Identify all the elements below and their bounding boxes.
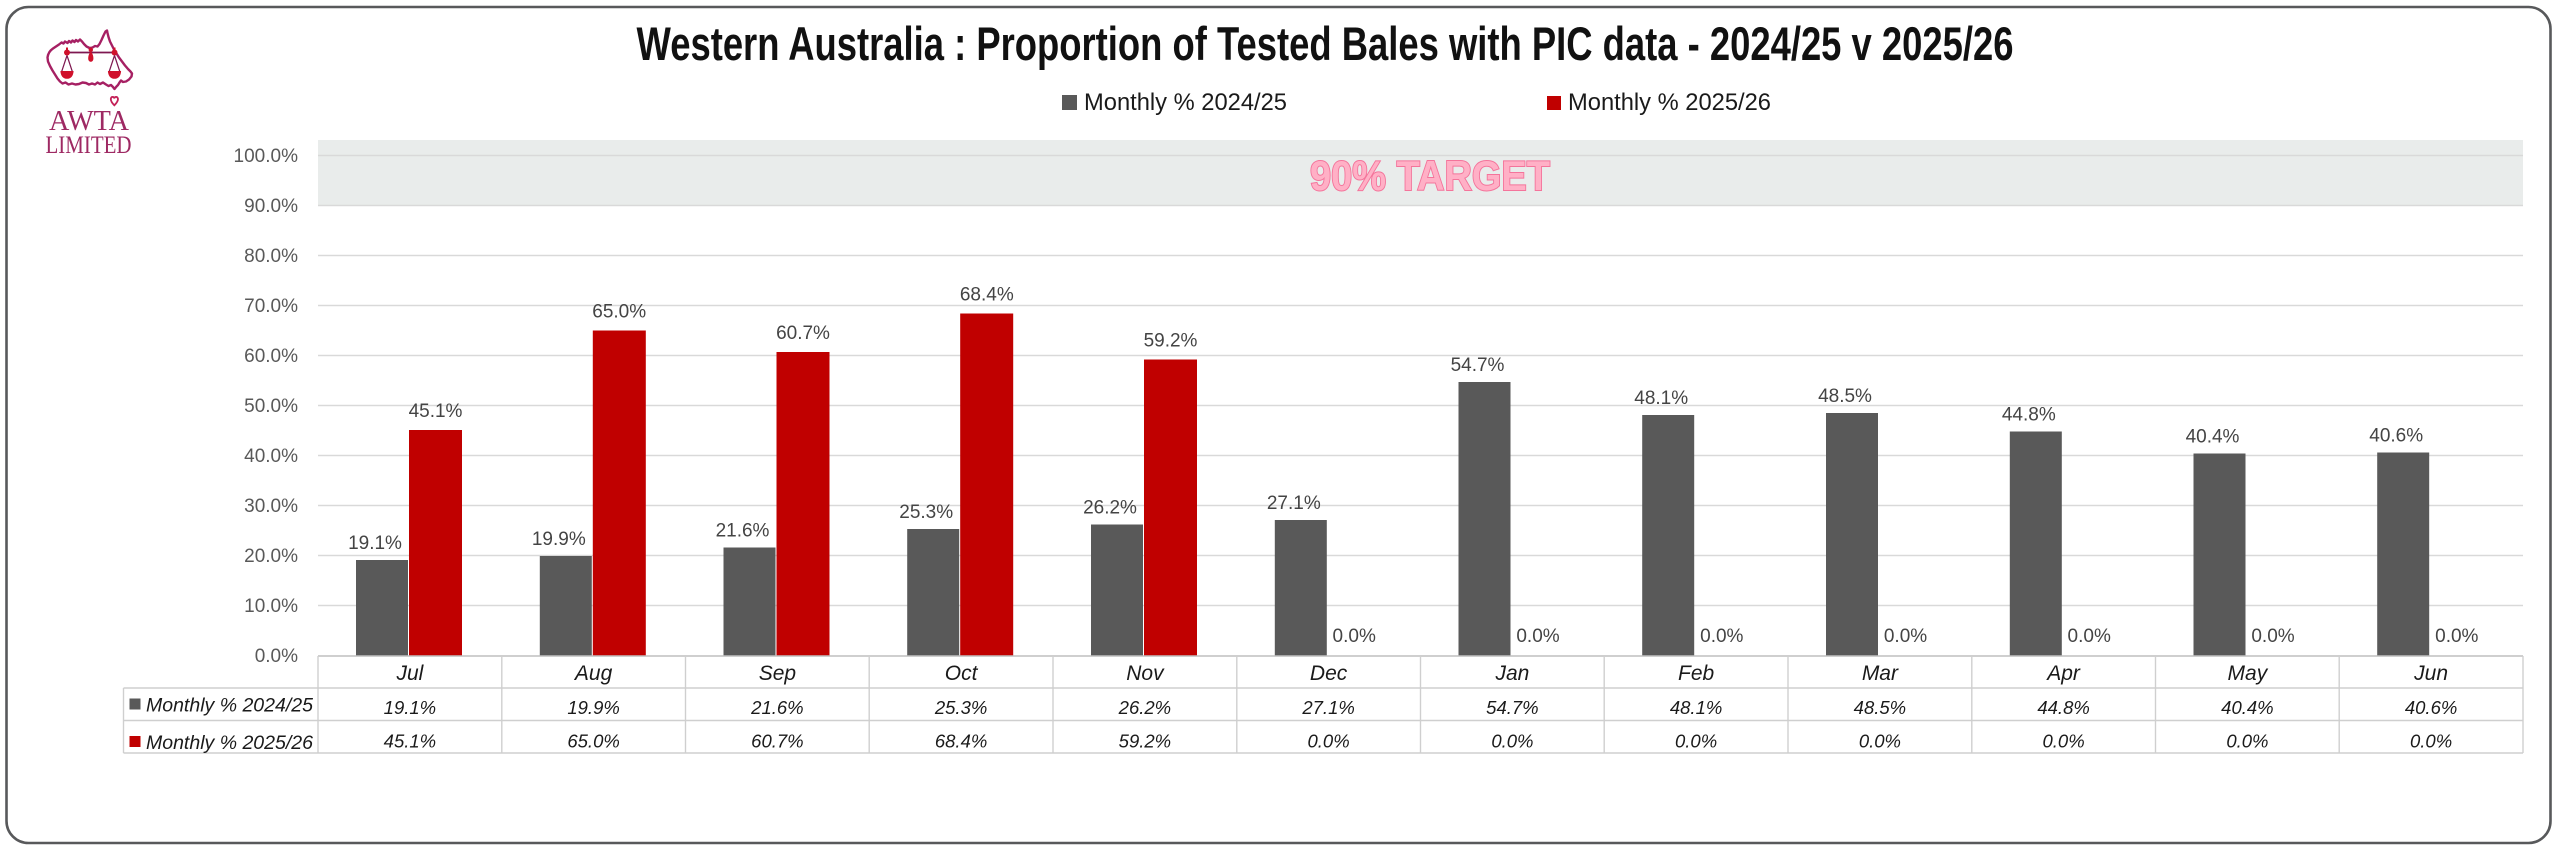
- svg-text:30.0%: 30.0%: [244, 496, 298, 517]
- svg-text:48.1%: 48.1%: [1670, 697, 1722, 718]
- svg-text:0.0%: 0.0%: [2435, 626, 2478, 647]
- svg-text:Sep: Sep: [759, 662, 796, 685]
- svg-text:0.0%: 0.0%: [1308, 731, 1350, 752]
- svg-text:68.4%: 68.4%: [960, 285, 1014, 306]
- svg-text:Jul: Jul: [395, 662, 424, 685]
- svg-text:0.0%: 0.0%: [1700, 626, 1743, 647]
- svg-text:0.0%: 0.0%: [2410, 731, 2452, 752]
- svg-text:60.7%: 60.7%: [776, 323, 830, 344]
- svg-text:68.4%: 68.4%: [935, 731, 987, 752]
- svg-text:Feb: Feb: [1678, 662, 1715, 685]
- svg-text:44.8%: 44.8%: [2037, 697, 2089, 718]
- svg-text:19.9%: 19.9%: [567, 697, 619, 718]
- svg-text:Jan: Jan: [1494, 662, 1529, 685]
- svg-text:20.0%: 20.0%: [244, 546, 298, 567]
- svg-text:0.0%: 0.0%: [2068, 626, 2111, 647]
- svg-text:Monthly % 2025/26: Monthly % 2025/26: [1568, 89, 1771, 116]
- svg-text:0.0%: 0.0%: [2226, 731, 2268, 752]
- svg-text:26.2%: 26.2%: [1083, 498, 1137, 519]
- svg-text:60.7%: 60.7%: [751, 731, 803, 752]
- svg-text:48.1%: 48.1%: [1634, 388, 1688, 409]
- svg-text:Monthly % 2025/26: Monthly % 2025/26: [146, 732, 313, 754]
- svg-text:0.0%: 0.0%: [1333, 626, 1376, 647]
- svg-text:Monthly % 2024/25: Monthly % 2024/25: [1084, 89, 1287, 116]
- svg-text:0.0%: 0.0%: [1675, 731, 1717, 752]
- svg-text:Mar: Mar: [1862, 662, 1899, 685]
- svg-text:AWTA: AWTA: [49, 106, 130, 137]
- svg-text:0.0%: 0.0%: [2251, 626, 2294, 647]
- svg-text:54.7%: 54.7%: [1486, 697, 1538, 718]
- svg-text:40.6%: 40.6%: [2369, 426, 2423, 447]
- svg-text:0.0%: 0.0%: [255, 646, 298, 667]
- svg-text:40.6%: 40.6%: [2405, 697, 2457, 718]
- svg-text:21.6%: 21.6%: [750, 697, 803, 718]
- svg-text:40.4%: 40.4%: [2186, 427, 2240, 448]
- svg-text:40.0%: 40.0%: [244, 446, 298, 467]
- svg-text:59.2%: 59.2%: [1144, 331, 1198, 352]
- svg-text:Oct: Oct: [945, 662, 979, 685]
- svg-text:27.1%: 27.1%: [1301, 697, 1354, 718]
- svg-text:0.0%: 0.0%: [1516, 626, 1559, 647]
- svg-text:54.7%: 54.7%: [1451, 355, 1505, 376]
- svg-text:LIMITED: LIMITED: [46, 132, 132, 159]
- svg-text:0.0%: 0.0%: [1884, 626, 1927, 647]
- svg-text:19.1%: 19.1%: [348, 533, 402, 554]
- svg-text:40.4%: 40.4%: [2221, 697, 2273, 718]
- svg-text:65.0%: 65.0%: [592, 302, 646, 323]
- svg-text:48.5%: 48.5%: [1854, 697, 1906, 718]
- svg-text:25.3%: 25.3%: [934, 697, 987, 718]
- svg-text:21.6%: 21.6%: [716, 521, 770, 542]
- svg-text:25.3%: 25.3%: [899, 502, 953, 523]
- svg-text:19.9%: 19.9%: [532, 529, 586, 550]
- svg-text:Nov: Nov: [1126, 662, 1165, 685]
- svg-text:Apr: Apr: [2045, 662, 2081, 685]
- svg-text:May: May: [2228, 662, 2269, 685]
- svg-text:45.1%: 45.1%: [384, 731, 436, 752]
- svg-text:60.0%: 60.0%: [244, 346, 298, 367]
- svg-text:65.0%: 65.0%: [567, 731, 619, 752]
- svg-text:59.2%: 59.2%: [1119, 731, 1171, 752]
- svg-text:44.8%: 44.8%: [2002, 405, 2056, 426]
- svg-text:0.0%: 0.0%: [2043, 731, 2085, 752]
- svg-text:Monthly % 2024/25: Monthly % 2024/25: [146, 695, 313, 717]
- svg-text:10.0%: 10.0%: [244, 596, 298, 617]
- svg-text:Dec: Dec: [1310, 662, 1348, 685]
- svg-text:50.0%: 50.0%: [244, 396, 298, 417]
- svg-text:70.0%: 70.0%: [244, 296, 298, 317]
- svg-text:27.1%: 27.1%: [1267, 493, 1321, 514]
- svg-text:0.0%: 0.0%: [1859, 731, 1901, 752]
- svg-text:45.1%: 45.1%: [409, 401, 463, 422]
- svg-text:Jun: Jun: [2413, 662, 2448, 685]
- svg-text:26.2%: 26.2%: [1118, 697, 1171, 718]
- svg-text:19.1%: 19.1%: [384, 697, 436, 718]
- svg-text:0.0%: 0.0%: [1491, 731, 1533, 752]
- svg-text:90.0%: 90.0%: [244, 196, 298, 217]
- svg-text:90% TARGET: 90% TARGET: [1310, 152, 1550, 199]
- svg-text:48.5%: 48.5%: [1818, 386, 1872, 407]
- svg-text:Western Australia : Proportion: Western Australia : Proportion of Tested…: [637, 17, 2014, 70]
- svg-text:100.0%: 100.0%: [234, 146, 299, 167]
- svg-text:80.0%: 80.0%: [244, 246, 298, 267]
- svg-text:Aug: Aug: [573, 662, 613, 685]
